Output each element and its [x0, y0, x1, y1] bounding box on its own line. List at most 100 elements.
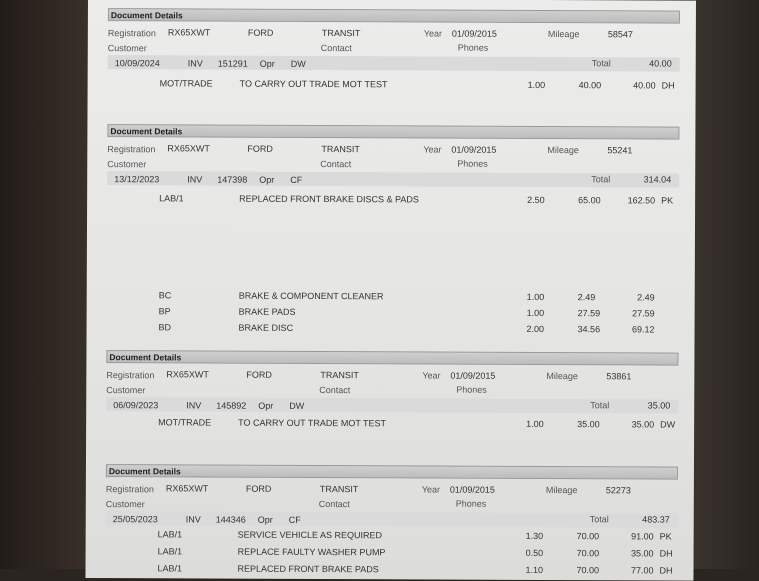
line-description: TO CARRY OUT TRADE MOT TEST [239, 78, 388, 90]
operator-label: Opr [259, 58, 275, 69]
invoice-date: 25/05/2023 [112, 514, 158, 525]
line-price: 35.00 [577, 419, 600, 430]
total-value: 483.37 [642, 514, 670, 525]
line-tech: PK [661, 195, 674, 206]
line-code: LAB/1 [159, 193, 184, 204]
document-section: Document Details Registration RX65XWT FORD T… [88, 8, 696, 91]
total-value: 314.04 [643, 174, 672, 185]
line-description: BRAKE & COMPONENT CLEANER [238, 290, 384, 302]
line-tech: DH [659, 565, 673, 576]
line-description: BRAKE DISC [238, 322, 294, 333]
phones-label: Phones [456, 384, 487, 395]
total-label: Total [589, 514, 609, 525]
invoice-number: 151291 [217, 58, 248, 69]
line-amount: 162.50 [627, 195, 656, 206]
registration-value: RX65XWT [167, 27, 211, 38]
mileage-label: Mileage [547, 29, 580, 40]
document-section: Document Details Registration RX65XWT FORD T… [87, 124, 695, 334]
line-code: BD [158, 322, 172, 333]
line-price: 34.56 [577, 324, 601, 335]
invoice-type: INV [185, 514, 201, 525]
phones-label: Phones [457, 42, 489, 53]
mileage-label: Mileage [545, 485, 578, 496]
line-tech: DH [659, 548, 673, 559]
line-code: LAB/1 [157, 529, 183, 540]
customer-label: Customer [107, 159, 147, 170]
document-section: Document Details Registration RX65XWT FORD T… [86, 464, 694, 576]
line-price: 70.00 [576, 531, 600, 542]
phones-label: Phones [457, 158, 488, 169]
mileage-label: Mileage [547, 145, 579, 156]
invoice-date: 10/09/2024 [114, 58, 160, 69]
line-amount: 40.00 [633, 80, 656, 91]
line-qty: 1.30 [525, 530, 544, 541]
registration-value: RX65XWT [167, 143, 210, 154]
line-price: 70.00 [576, 565, 600, 576]
mileage-value: 55241 [607, 145, 633, 156]
invoice-number: 145892 [216, 400, 247, 411]
year-label: Year [421, 484, 441, 495]
line-qty: 1.00 [527, 79, 546, 90]
mileage-value: 53861 [606, 371, 632, 382]
printed-document: Document Details Registration RX65XWT FORD T… [85, 0, 696, 581]
year-value: 01/09/2015 [449, 484, 495, 495]
operator-label: Opr [257, 514, 273, 525]
operator-value: DW [290, 58, 306, 69]
section-header: Document Details [106, 350, 679, 366]
line-amount: 2.49 [637, 292, 655, 303]
total-label: Total [590, 400, 610, 411]
year-value: 01/09/2015 [451, 144, 497, 155]
make-value: FORD [246, 369, 272, 380]
line-description: TO CARRY OUT TRADE MOT TEST [238, 417, 387, 429]
line-price: 40.00 [578, 80, 602, 91]
line-qty: 1.00 [526, 307, 545, 318]
line-price: 65.00 [578, 195, 601, 206]
line-price: 70.00 [576, 548, 600, 559]
desk-background-left [0, 0, 90, 569]
model-value: TRANSIT [320, 370, 359, 381]
year-value: 01/09/2015 [451, 28, 497, 39]
model-value: TRANSIT [319, 484, 359, 495]
make-value: FORD [245, 483, 272, 494]
invoice-number: 147398 [217, 174, 248, 185]
year-label: Year [422, 370, 441, 381]
invoice-type: INV [187, 174, 203, 185]
line-code: MOT/TRADE [158, 417, 212, 428]
line-amount: 69.12 [632, 324, 655, 335]
make-value: FORD [247, 143, 273, 154]
operator-label: Opr [258, 400, 274, 411]
line-code: MOT/TRADE [159, 78, 213, 89]
line-description: REPLACED FRONT BRAKE DISCS & PADS [239, 193, 419, 205]
mileage-value: 58547 [607, 29, 633, 40]
line-code: BP [158, 306, 171, 317]
total-value: 40.00 [649, 58, 672, 69]
model-value: TRANSIT [321, 28, 361, 39]
document-section: Document Details Registration RX65XWT FORD T… [86, 350, 694, 430]
year-label: Year [423, 144, 442, 155]
line-description: SERVICE VEHICLE AS REQUIRED [237, 529, 383, 541]
registration-value: RX65XWT [166, 369, 209, 380]
line-amount: 35.00 [631, 548, 654, 559]
section-header: Document Details [105, 464, 678, 480]
registration-label: Registration [107, 28, 156, 39]
mileage-label: Mileage [546, 371, 578, 382]
invoice-type: INV [187, 58, 203, 69]
line-amount: 91.00 [631, 531, 654, 542]
make-value: FORD [247, 27, 274, 38]
section-header: Document Details [107, 124, 680, 140]
registration-label: Registration [105, 484, 154, 495]
contact-label: Contact [320, 43, 352, 54]
line-amount: 77.00 [630, 565, 654, 576]
invoice-type: INV [186, 400, 202, 411]
registration-value: RX65XWT [165, 483, 209, 494]
contact-label: Contact [318, 499, 350, 510]
line-code: LAB/1 [157, 546, 183, 557]
mileage-value: 52273 [605, 485, 631, 496]
invoice-date: 13/12/2023 [114, 174, 160, 185]
registration-label: Registration [106, 370, 155, 381]
line-qty: 1.10 [525, 564, 544, 575]
line-qty: 1.00 [526, 418, 544, 429]
line-code: BC [158, 290, 172, 301]
line-price: 27.59 [577, 308, 601, 319]
invoice-number: 144346 [215, 514, 246, 525]
